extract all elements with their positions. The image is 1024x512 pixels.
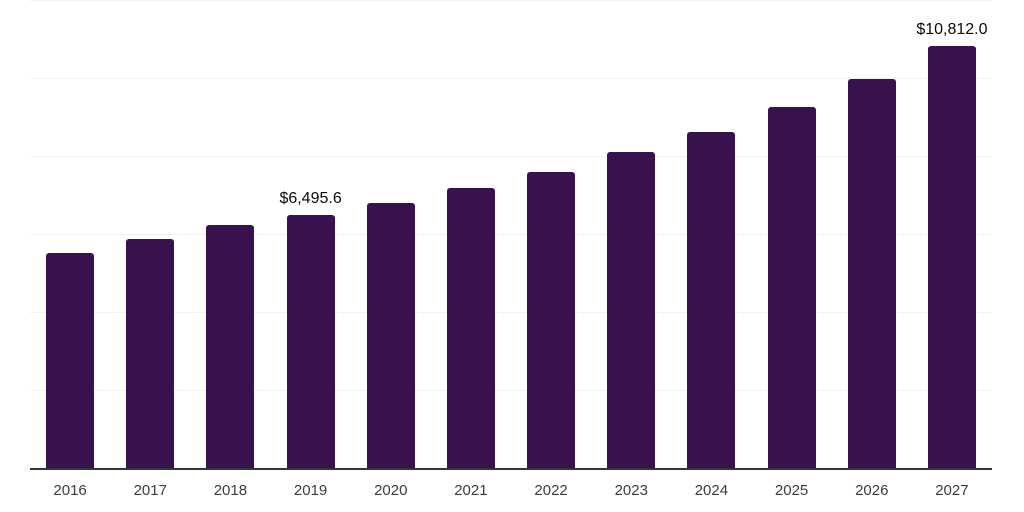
bar-2023[interactable] — [607, 152, 656, 468]
x-tick-2024: 2024 — [694, 482, 729, 499]
bar-value-label-2019: $6,495.6 — [279, 189, 342, 207]
x-tick-2020: 2020 — [374, 482, 408, 499]
bar-2026[interactable] — [847, 78, 896, 468]
x-tick-2021: 2021 — [454, 482, 488, 499]
gridline-8000 — [30, 156, 992, 157]
x-tick-2018: 2018 — [213, 482, 248, 499]
bar-2021[interactable] — [446, 188, 495, 468]
plot-area: $6,495.6 $10,812.0 — [30, 0, 992, 470]
x-tick-2022: 2022 — [534, 482, 568, 499]
x-tick-2019: 2019 — [293, 482, 328, 499]
x-tick-2023: 2023 — [614, 482, 648, 499]
x-tick-2016: 2016 — [53, 482, 87, 499]
bar-2019[interactable] — [286, 214, 335, 468]
x-tick-2026: 2026 — [855, 482, 889, 499]
x-tick-2025: 2025 — [774, 482, 809, 499]
x-tick-2017: 2017 — [133, 482, 167, 499]
bar-value-label-2027: $10,812.0 — [916, 21, 988, 39]
bar-2022[interactable] — [527, 171, 576, 468]
gridline-10000 — [30, 78, 992, 79]
gridline-2000 — [30, 390, 992, 391]
bar-2016[interactable] — [46, 252, 95, 468]
bar-2020[interactable] — [366, 202, 415, 468]
gridline-12000 — [30, 0, 992, 1]
x-axis-ticks: 2016 2017 2018 2019 2020 2021 2022 2023 2024 2025… — [30, 479, 992, 501]
bar-2024[interactable] — [687, 131, 736, 468]
bar-2017[interactable] — [126, 239, 175, 468]
bar-2018[interactable] — [206, 225, 255, 468]
bar-2025[interactable] — [767, 107, 816, 468]
gridline-4000 — [30, 312, 992, 313]
gridline-6000 — [30, 234, 992, 235]
x-tick-2027: 2027 — [935, 482, 969, 499]
bar-2027[interactable] — [927, 46, 976, 468]
